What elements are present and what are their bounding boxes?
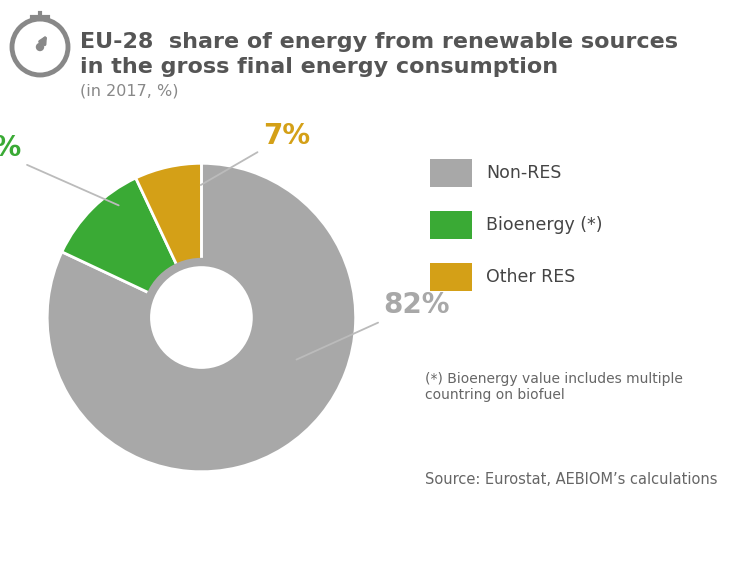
Text: 7%: 7% [201, 121, 310, 185]
Text: Non-RES: Non-RES [486, 164, 562, 182]
Text: Source: Eurostat, AEBIOM’s calculations: Source: Eurostat, AEBIOM’s calculations [425, 472, 718, 487]
Circle shape [37, 44, 43, 50]
Text: EU-28  share of energy from renewable sources: EU-28 share of energy from renewable sou… [80, 32, 678, 52]
Wedge shape [47, 163, 356, 472]
Text: Other RES: Other RES [486, 268, 575, 286]
Circle shape [195, 320, 207, 333]
Text: 82%: 82% [296, 291, 450, 359]
Circle shape [142, 259, 260, 376]
Wedge shape [136, 163, 201, 318]
Text: 11%: 11% [0, 134, 119, 205]
Text: Bioenergy (*): Bioenergy (*) [486, 216, 603, 234]
Text: (in 2017, %): (in 2017, %) [80, 84, 178, 99]
Text: in the gross final energy consumption: in the gross final energy consumption [80, 57, 558, 77]
Text: (*) Bioenergy value includes multiple
countring on biofuel: (*) Bioenergy value includes multiple co… [425, 372, 683, 402]
Wedge shape [62, 178, 201, 318]
